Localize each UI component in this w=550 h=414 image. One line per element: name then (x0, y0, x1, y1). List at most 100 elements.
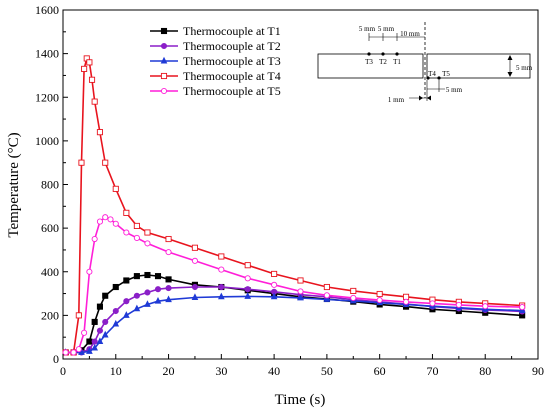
thermocouple-layout-inset: 5 mm 5 mm 10 mm T3 T2 T1 T4 T5 5 mm 1 mm… (317, 22, 533, 104)
x-tick-label: 80 (479, 364, 491, 378)
inset-dim-label: 5 mm (446, 86, 463, 94)
data-point (154, 296, 162, 304)
data-point (191, 293, 199, 300)
y-axis-ticks: 0 200 400 600 800 1000 1200 1400 1600 (35, 3, 68, 366)
inset-point-label: T1 (393, 58, 401, 66)
inset-dim-label: 10 mm (400, 30, 420, 38)
data-point (133, 273, 140, 280)
y-tick-label: 600 (41, 221, 59, 235)
y-tick-label: 1000 (35, 134, 59, 148)
x-tick-label: 30 (215, 364, 227, 378)
data-point (154, 286, 162, 293)
data-point (86, 347, 93, 354)
data-point (297, 277, 304, 284)
data-point (144, 271, 151, 279)
x-tick-label: 10 (110, 364, 122, 378)
inset-dim-label: 5 mm (378, 25, 395, 33)
data-point (218, 253, 225, 260)
inset-thermocouple-point (381, 52, 385, 56)
x-tick-label: 70 (426, 364, 438, 378)
data-point (270, 292, 278, 300)
data-point (123, 277, 130, 284)
y-tick-label: 1600 (35, 3, 59, 17)
series-3 (62, 292, 526, 355)
data-point (81, 329, 88, 336)
data-point (123, 209, 130, 216)
data-point (244, 292, 252, 299)
data-point (323, 295, 331, 302)
data-point (297, 293, 304, 301)
series-layer (62, 55, 526, 356)
data-point (91, 338, 98, 345)
data-point (102, 318, 109, 325)
data-point (101, 330, 109, 338)
legend-label: Thermocouple at T4 (183, 69, 281, 83)
data-point (86, 59, 93, 66)
data-point (144, 300, 151, 307)
inset-thermocouple-point (426, 76, 430, 80)
data-point (91, 343, 98, 351)
data-point (102, 159, 109, 166)
data-point (107, 216, 114, 223)
data-point (81, 65, 88, 72)
data-point (91, 235, 98, 243)
data-point (86, 338, 93, 345)
data-point (102, 214, 109, 221)
data-point (160, 87, 168, 95)
y-tick-label: 1400 (35, 47, 59, 61)
data-point (133, 304, 141, 312)
data-point (112, 319, 120, 327)
data-point (144, 229, 151, 236)
data-point (70, 349, 77, 356)
data-point (429, 300, 436, 307)
data-point (91, 98, 98, 105)
data-point (482, 303, 489, 310)
data-point (271, 270, 278, 277)
data-point (160, 27, 168, 35)
data-point (78, 159, 85, 166)
inset-point-label: T3 (365, 58, 373, 66)
data-point (123, 311, 130, 318)
data-point (96, 327, 103, 334)
data-point (62, 349, 69, 356)
legend-label: Thermocouple at T2 (183, 39, 281, 53)
y-tick-label: 200 (41, 308, 59, 322)
data-point (403, 298, 410, 305)
data-point (75, 312, 82, 319)
inset-gap-label: 1 mm (388, 96, 405, 104)
series-4 (62, 55, 526, 356)
data-point (96, 337, 104, 344)
inset-dim-label: 5 mm (359, 25, 376, 33)
x-axis-ticks: 0 10 20 30 40 50 60 70 80 90 (60, 354, 544, 378)
series-1 (62, 271, 526, 356)
series-2 (62, 283, 526, 356)
data-point (244, 286, 251, 293)
x-tick-label: 20 (163, 364, 175, 378)
data-point (160, 42, 168, 50)
data-point (165, 295, 172, 303)
data-point (123, 298, 130, 305)
legend-item: Thermocouple at T5 (150, 84, 281, 98)
data-point (350, 287, 357, 294)
data-point (91, 318, 98, 325)
data-point (455, 301, 462, 308)
inset-thermocouple-point (437, 76, 441, 80)
data-point (133, 234, 140, 241)
x-tick-label: 90 (532, 364, 544, 378)
data-point (244, 262, 251, 269)
x-axis-label: Time (s) (275, 392, 326, 408)
data-point (323, 283, 330, 291)
data-point (191, 283, 198, 291)
legend-item: Thermocouple at T3 (150, 54, 281, 68)
legend-item: Thermocouple at T4 (150, 69, 281, 83)
data-point (350, 294, 357, 301)
series-5 (62, 214, 526, 356)
data-point (323, 292, 330, 299)
data-point (144, 240, 151, 247)
legend-item: Thermocouple at T2 (150, 39, 281, 53)
data-point (218, 283, 225, 291)
legend-item: Thermocouple at T1 (150, 24, 281, 38)
data-point (112, 307, 119, 315)
x-tick-label: 50 (321, 364, 333, 378)
